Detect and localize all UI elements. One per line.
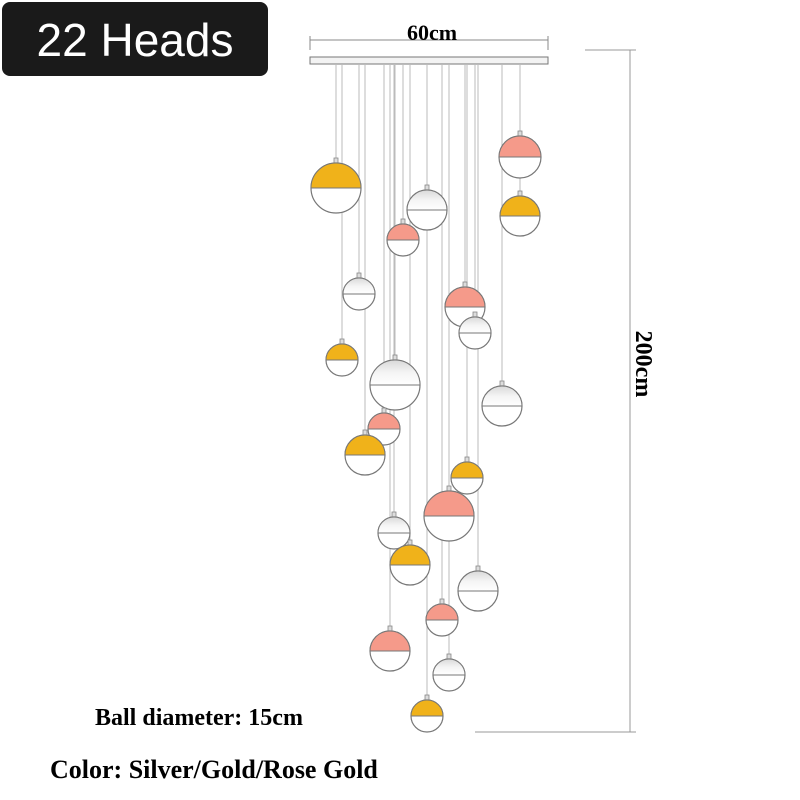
ball-cap	[446, 653, 452, 660]
ball-cap	[517, 190, 523, 197]
pendant-balls	[310, 64, 542, 733]
ball-cap	[392, 354, 398, 361]
badge-text: 22 Heads	[37, 14, 234, 66]
ball-cap	[362, 429, 368, 436]
ball-cap	[339, 338, 345, 345]
ball-top	[423, 490, 475, 517]
ball-top	[344, 434, 386, 456]
ball-top	[481, 385, 523, 407]
ball-top	[369, 630, 411, 652]
width-dimension	[309, 36, 549, 50]
ball-cap	[407, 539, 413, 546]
ball-cap	[462, 281, 468, 288]
ball-cap	[391, 511, 397, 518]
ball-cap	[424, 184, 430, 191]
ball-top	[458, 316, 492, 334]
color-options: Color: Silver/Gold/Rose Gold	[50, 755, 378, 784]
ball-top	[444, 286, 486, 308]
ball-cap	[333, 157, 339, 164]
ball-cap	[387, 625, 393, 632]
ball-top	[377, 516, 411, 534]
width-label: 60cm	[407, 20, 457, 45]
ball-top	[325, 343, 359, 361]
ball-top	[386, 223, 420, 241]
ball-top	[499, 195, 541, 217]
ball-top	[498, 135, 542, 158]
ball-cap	[464, 456, 470, 463]
ball-cap	[446, 485, 452, 492]
ball-top	[457, 570, 499, 592]
ball-cap	[400, 218, 406, 225]
ball-top	[389, 544, 431, 566]
ball-top	[410, 699, 444, 717]
ball-cap	[517, 130, 523, 137]
ball-top	[406, 189, 448, 211]
ball-cap	[424, 694, 430, 701]
ball-top	[310, 162, 362, 189]
ball-cap	[475, 565, 481, 572]
ball-cap	[439, 598, 445, 605]
ball-top	[432, 658, 466, 676]
ball-top	[425, 603, 459, 621]
ball-top	[367, 412, 401, 430]
height-dimension	[475, 49, 636, 733]
ball-diameter: Ball diameter: 15cm	[95, 705, 303, 731]
ball-cap	[381, 407, 387, 414]
ball-top	[450, 461, 484, 479]
ball-cap	[356, 272, 362, 279]
canopy	[309, 56, 549, 65]
ball-cap	[472, 311, 478, 318]
height-label: 200cm	[630, 331, 656, 398]
ball-top	[369, 359, 421, 386]
ball-top	[342, 277, 376, 295]
badge-box	[2, 2, 268, 76]
ball-cap	[499, 380, 505, 387]
